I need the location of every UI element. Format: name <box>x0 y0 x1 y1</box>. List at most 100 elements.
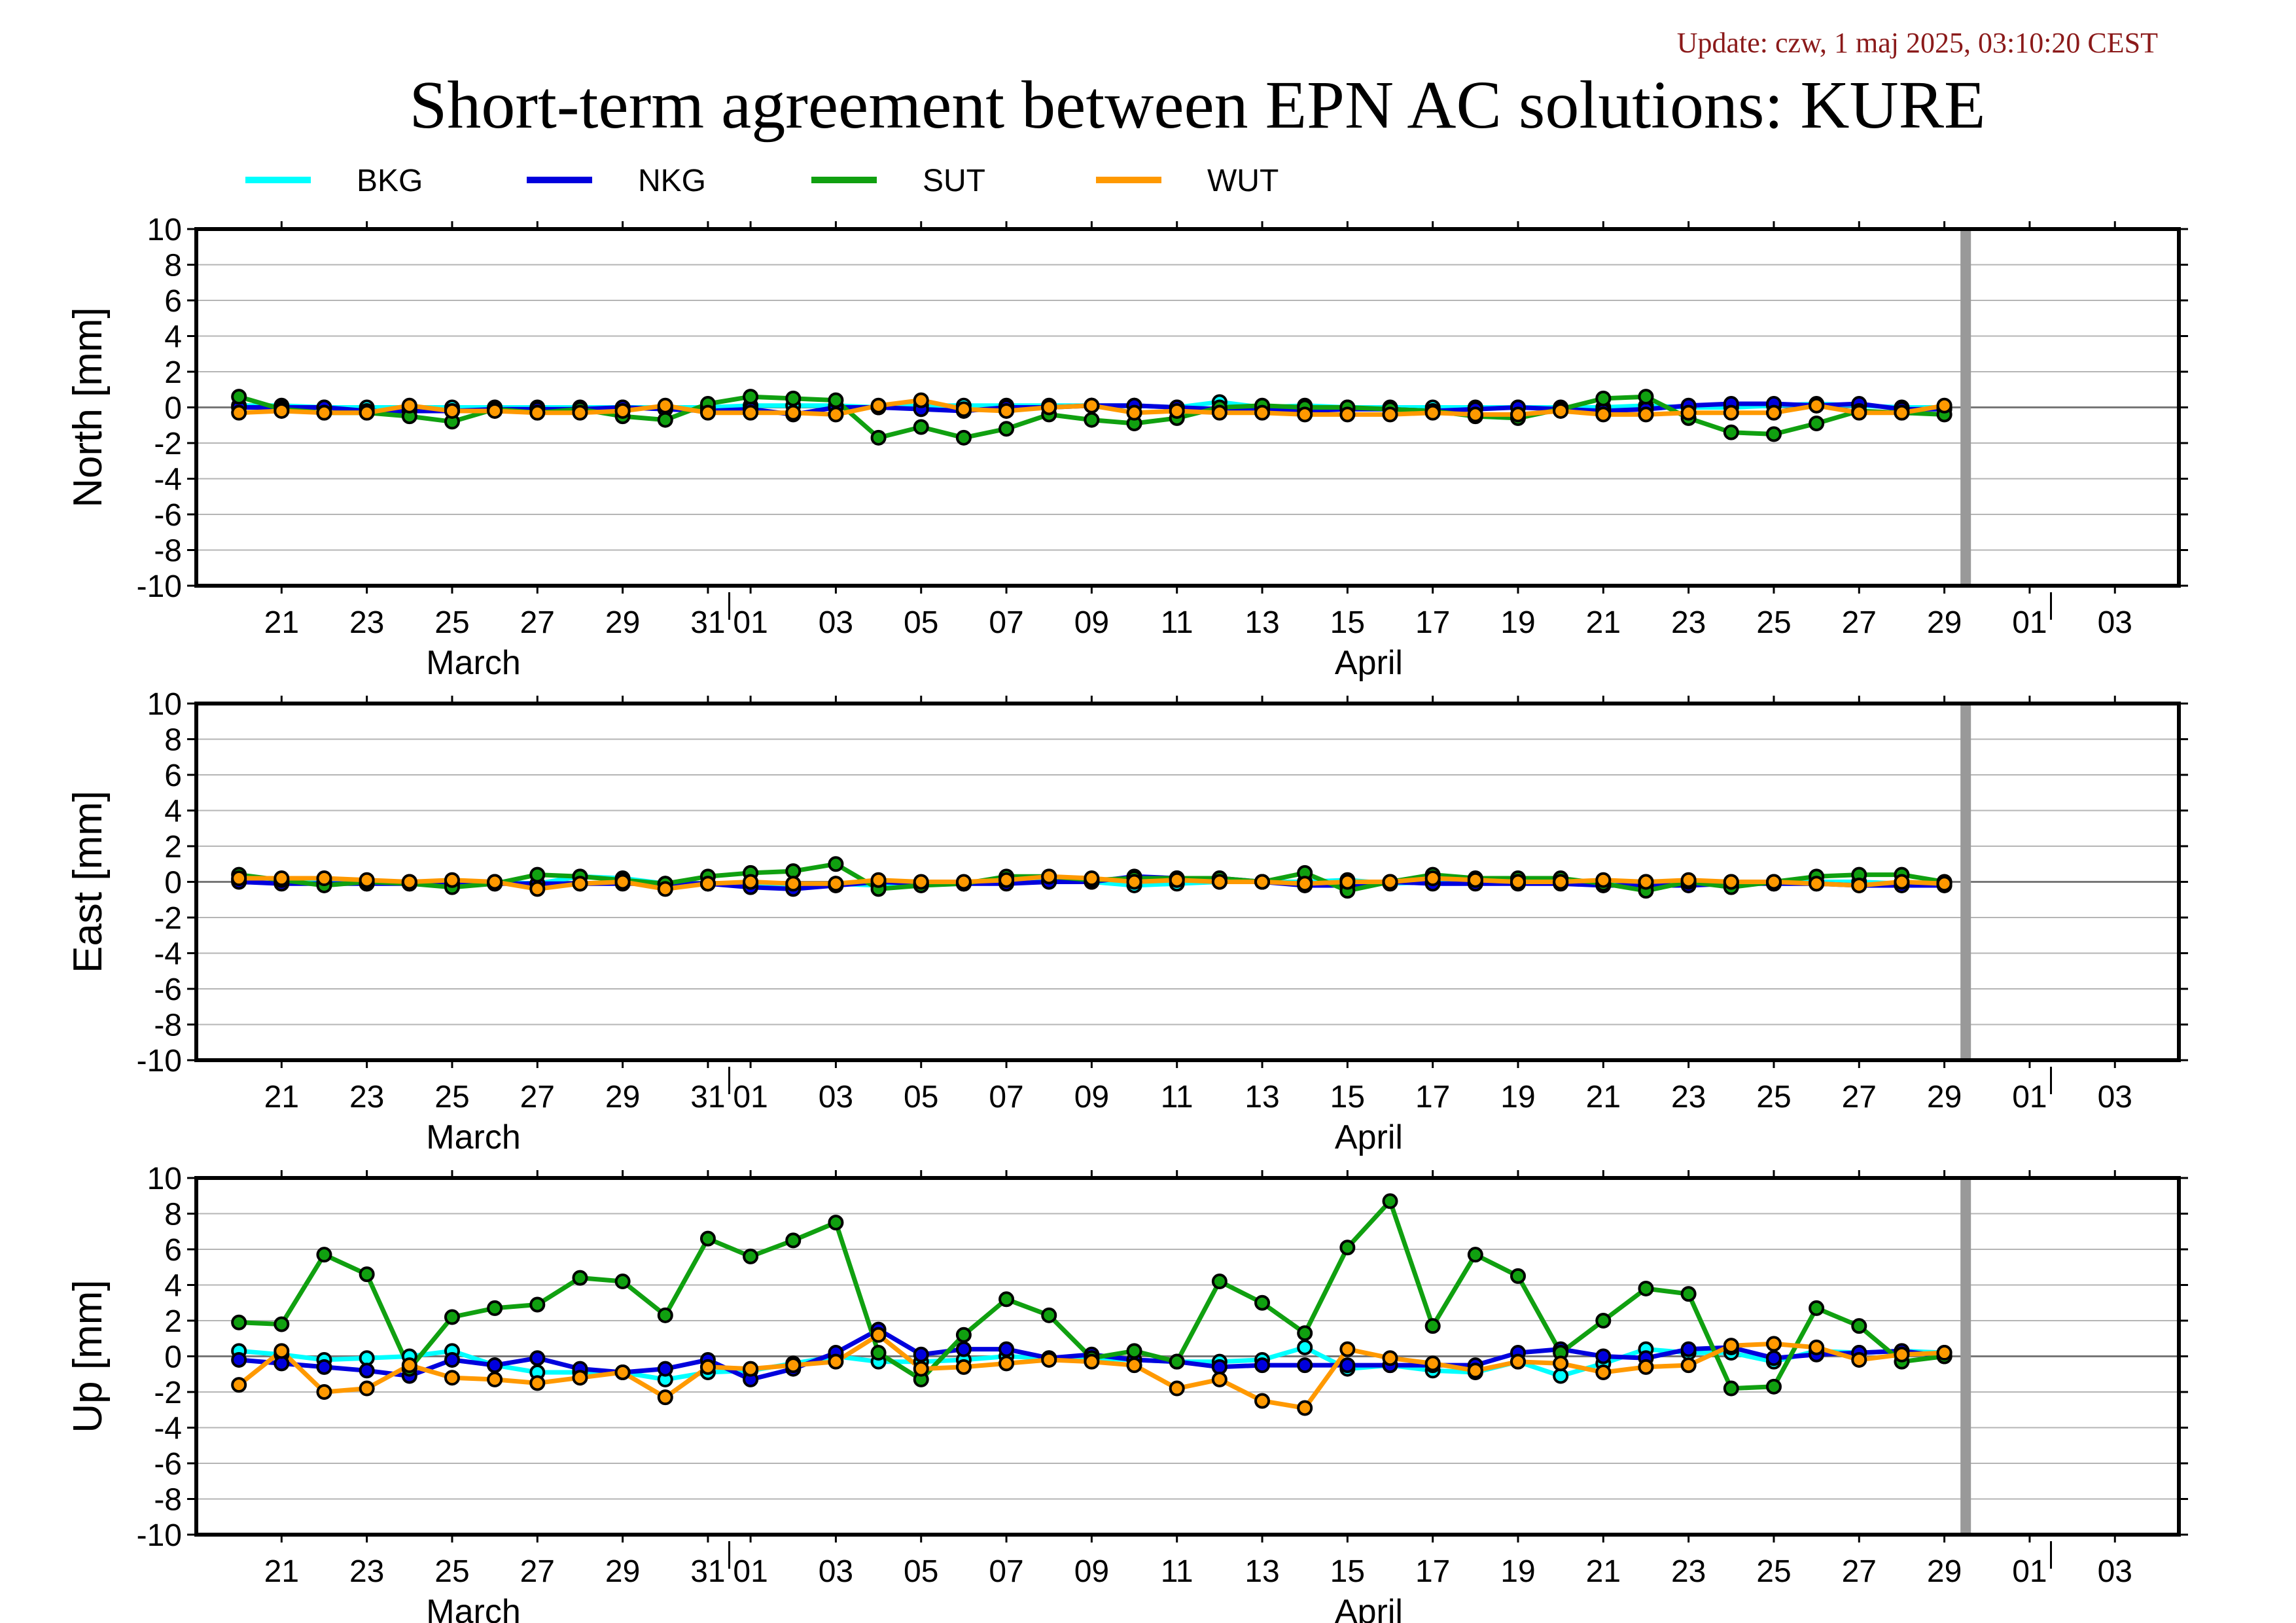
data-point-sut <box>359 1266 375 1283</box>
y-tick-label: -8 <box>154 1483 182 1518</box>
data-point-wut <box>870 1327 887 1343</box>
data-point-wut <box>1424 404 1441 421</box>
data-point-wut <box>785 404 802 421</box>
data-point-sut <box>743 389 759 405</box>
x-tick-label: 03 <box>2098 1554 2132 1589</box>
data-point-wut <box>359 872 375 888</box>
y-tick-label: 8 <box>164 723 182 758</box>
data-point-sut <box>231 1314 247 1330</box>
data-point-sut <box>444 1309 460 1325</box>
data-point-sut <box>487 1300 503 1316</box>
x-tick-label: 27 <box>520 1554 555 1589</box>
data-point-sut <box>1169 1353 1185 1370</box>
data-point-wut <box>316 1384 332 1400</box>
data-point-wut <box>1851 877 1867 893</box>
x-tick-label: 11 <box>1161 605 1193 640</box>
y-tick-label: 10 <box>147 687 182 722</box>
data-point-sut <box>785 1232 802 1249</box>
data-point-sut <box>1638 389 1654 405</box>
data-point-nkg <box>444 1351 460 1368</box>
data-point-bkg <box>1553 1368 1569 1384</box>
data-point-sut <box>913 419 929 435</box>
y-axis-title: North [mm] <box>65 307 111 508</box>
data-point-wut <box>1595 406 1612 423</box>
data-point-wut <box>1553 1355 1569 1372</box>
data-point-sut <box>870 429 887 446</box>
data-point-wut <box>998 872 1015 888</box>
month-label: March <box>426 1593 520 1623</box>
data-point-nkg <box>1297 1357 1313 1374</box>
x-tick-label: 23 <box>1671 1080 1706 1115</box>
x-tick-label: 13 <box>1245 1554 1279 1589</box>
data-point-wut <box>1638 874 1654 890</box>
data-point-wut <box>1211 404 1227 421</box>
data-point-wut <box>1680 404 1697 421</box>
x-tick-label: 29 <box>605 1554 640 1589</box>
y-tick-label: -10 <box>137 1518 182 1553</box>
data-point-wut <box>1382 406 1398 423</box>
x-tick-label: 17 <box>1415 605 1450 640</box>
data-point-wut <box>1765 1336 1782 1352</box>
data-point-wut <box>1680 872 1697 888</box>
x-tick-label: 17 <box>1415 1080 1450 1115</box>
data-point-wut <box>1723 1338 1739 1354</box>
data-point-nkg <box>1211 1359 1227 1375</box>
data-point-wut <box>1851 1351 1867 1368</box>
data-point-wut <box>1297 406 1313 423</box>
x-tick-label: 03 <box>2098 1080 2132 1115</box>
data-point-wut <box>1126 874 1142 890</box>
data-point-wut <box>1680 1357 1697 1374</box>
y-axis-title: Up [mm] <box>65 1279 111 1433</box>
y-tick-label: 8 <box>164 249 182 283</box>
x-tick-label: 31 <box>690 605 725 640</box>
y-tick-label: -2 <box>154 901 182 936</box>
data-point-wut <box>743 404 759 421</box>
x-tick-label: 03 <box>819 1080 853 1115</box>
data-point-wut <box>401 874 417 890</box>
x-tick-label: 03 <box>819 1554 853 1589</box>
data-point-wut <box>359 404 375 421</box>
plot-frame <box>194 1176 2181 1537</box>
month-label: April <box>1335 1118 1403 1156</box>
data-point-wut <box>1894 1346 1910 1363</box>
x-tick-label: 01 <box>733 1080 768 1115</box>
data-point-sut <box>1211 1274 1227 1290</box>
data-point-sut <box>828 1215 844 1231</box>
data-point-wut <box>1041 1351 1057 1368</box>
data-point-wut <box>1084 397 1100 414</box>
x-tick-label: 11 <box>1161 1080 1193 1115</box>
data-point-wut <box>1211 874 1227 890</box>
data-point-sut <box>657 1307 673 1323</box>
y-tick-label: 4 <box>164 794 182 829</box>
x-tick-label: 21 <box>264 605 299 640</box>
y-tick-label: -6 <box>154 498 182 533</box>
y-tick-label: 4 <box>164 1269 182 1304</box>
data-point-wut <box>529 404 546 421</box>
x-tick-label: 23 <box>349 605 384 640</box>
data-point-wut <box>1211 1371 1227 1387</box>
y-tick-label: 2 <box>164 1304 182 1339</box>
data-point-wut <box>1765 874 1782 890</box>
y-tick-label: 6 <box>164 1233 182 1268</box>
x-tick-label: 25 <box>434 1554 469 1589</box>
x-tick-label: 17 <box>1415 1554 1450 1589</box>
data-point-sut <box>316 1247 332 1263</box>
data-point-sut <box>1126 1343 1142 1359</box>
data-point-nkg <box>1254 1357 1271 1374</box>
data-point-wut <box>614 874 631 890</box>
data-point-sut <box>1638 1280 1654 1296</box>
y-tick-label: -6 <box>154 972 182 1007</box>
data-point-nkg <box>1595 1348 1612 1364</box>
plot-frame <box>194 702 2181 1062</box>
data-point-wut <box>359 1380 375 1397</box>
data-point-wut <box>1339 1341 1356 1357</box>
data-point-wut <box>1595 872 1612 888</box>
y-tick-label: -10 <box>137 1044 182 1079</box>
y-tick-label: 2 <box>164 830 182 865</box>
data-point-wut <box>1169 872 1185 888</box>
data-point-sut <box>529 866 546 883</box>
legend-label-wut: WUT <box>1207 164 1279 198</box>
x-tick-label: 05 <box>904 1554 938 1589</box>
x-tick-label: 09 <box>1074 1080 1109 1115</box>
